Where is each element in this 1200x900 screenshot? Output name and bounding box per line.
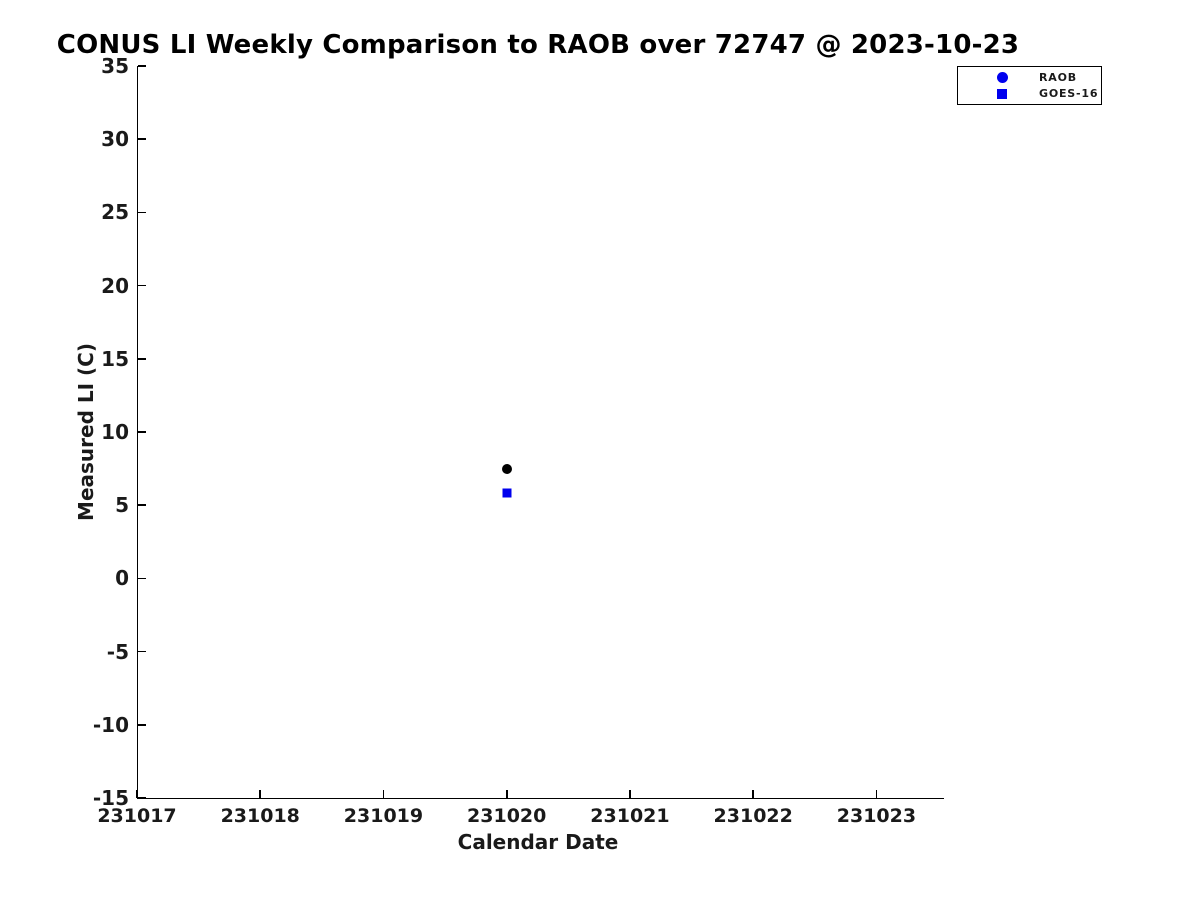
plot-area [137,66,944,799]
x-tick-label: 231019 [343,805,424,827]
data-point-goes-16 [502,488,512,498]
x-tick-mark [136,790,138,798]
y-tick-label: 15 [101,346,129,371]
x-tick-label: 231023 [836,805,917,827]
data-point-raob [501,463,512,474]
y-tick-label: -15 [92,786,129,810]
legend-label-raob: RAOB [1039,70,1077,84]
y-tick-label: -10 [92,712,129,737]
y-tick-label: 35 [101,54,129,78]
y-tick-mark [137,211,146,214]
goes16-square-icon [996,88,1008,99]
legend-row-goes16: GOES-16 [958,87,1101,100]
y-tick-mark [137,431,146,433]
x-axis-label: Calendar Date [457,830,619,854]
legend-label-goes16: GOES-16 [1039,87,1099,101]
x-tick-label: 231017 [97,805,177,827]
y-tick-label: 0 [115,566,129,591]
chart-title: CONUS LI Weekly Comparison to RAOB over … [56,30,1020,60]
y-tick-mark [137,138,146,140]
y-tick-label: 5 [115,493,129,518]
x-tick-mark [382,790,385,798]
y-tick-mark [137,797,146,799]
x-tick-label: 231018 [220,805,300,827]
y-tick-mark [137,65,146,67]
y-tick-label: -5 [106,639,129,664]
x-tick-label: 231022 [713,805,793,827]
y-tick-label: 25 [101,200,129,225]
raob-circle-icon [996,71,1008,83]
y-tick-mark [137,358,146,360]
x-tick-label: 231021 [590,805,670,827]
x-tick-mark [259,790,262,798]
y-tick-mark [137,650,146,653]
y-tick-label: 10 [101,420,129,444]
y-tick-mark [137,724,146,726]
x-tick-label: 231020 [467,805,547,827]
x-tick-mark [629,790,631,798]
legend-row-raob: RAOB [958,71,1101,84]
y-tick-label: 30 [101,127,129,152]
legend: RAOB GOES-16 [957,66,1102,105]
x-tick-mark [752,790,754,798]
y-tick-mark [137,284,146,287]
y-tick-mark [137,577,146,580]
x-tick-mark [875,790,878,798]
y-tick-label: 20 [101,273,129,298]
x-tick-mark [505,790,508,798]
y-tick-mark [137,504,146,506]
